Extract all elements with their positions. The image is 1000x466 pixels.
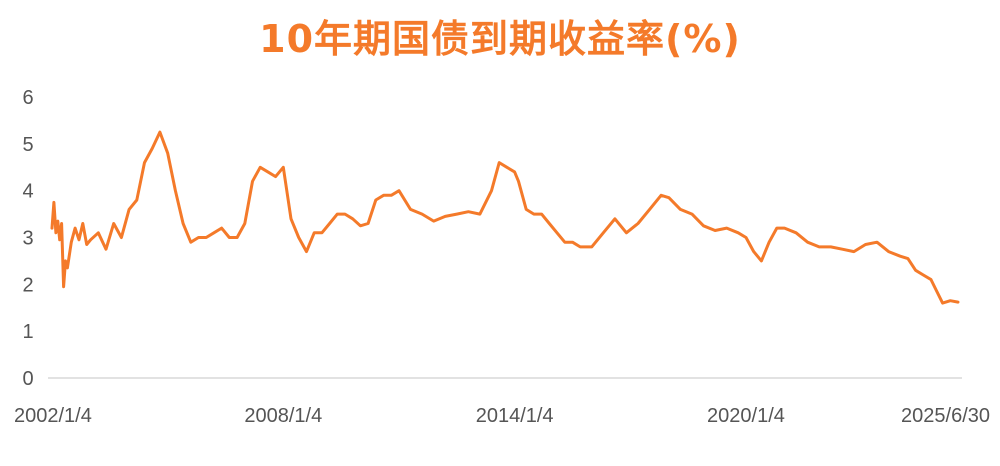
y-tick-label: 2 xyxy=(22,274,33,296)
x-tick-label: 2025/6/30 xyxy=(901,405,990,427)
y-tick-label: 1 xyxy=(22,321,33,343)
series-layer xyxy=(50,130,960,305)
x-tick-label: 2020/1/4 xyxy=(707,405,785,427)
y-tick-label: 0 xyxy=(22,368,33,390)
y-tick-label: 5 xyxy=(22,134,33,156)
y-tick-label: 4 xyxy=(22,181,33,203)
x-tick-label: 2008/1/4 xyxy=(244,405,322,427)
x-axis-ticks: 2002/1/4 2008/1/4 2014/1/4 2020/1/4 2025/6/3… xyxy=(14,405,990,427)
y-axis-ticks: 0 1 2 3 4 5 6 xyxy=(22,87,33,390)
y-tick-label: 3 xyxy=(22,228,33,250)
x-tick-label: 2002/1/4 xyxy=(14,405,92,427)
yield-series-line xyxy=(50,130,960,305)
x-tick-label: 2014/1/4 xyxy=(476,405,554,427)
y-tick-label: 6 xyxy=(22,87,33,109)
chart-title: 10年期国债到期收益率(%) xyxy=(259,17,741,61)
